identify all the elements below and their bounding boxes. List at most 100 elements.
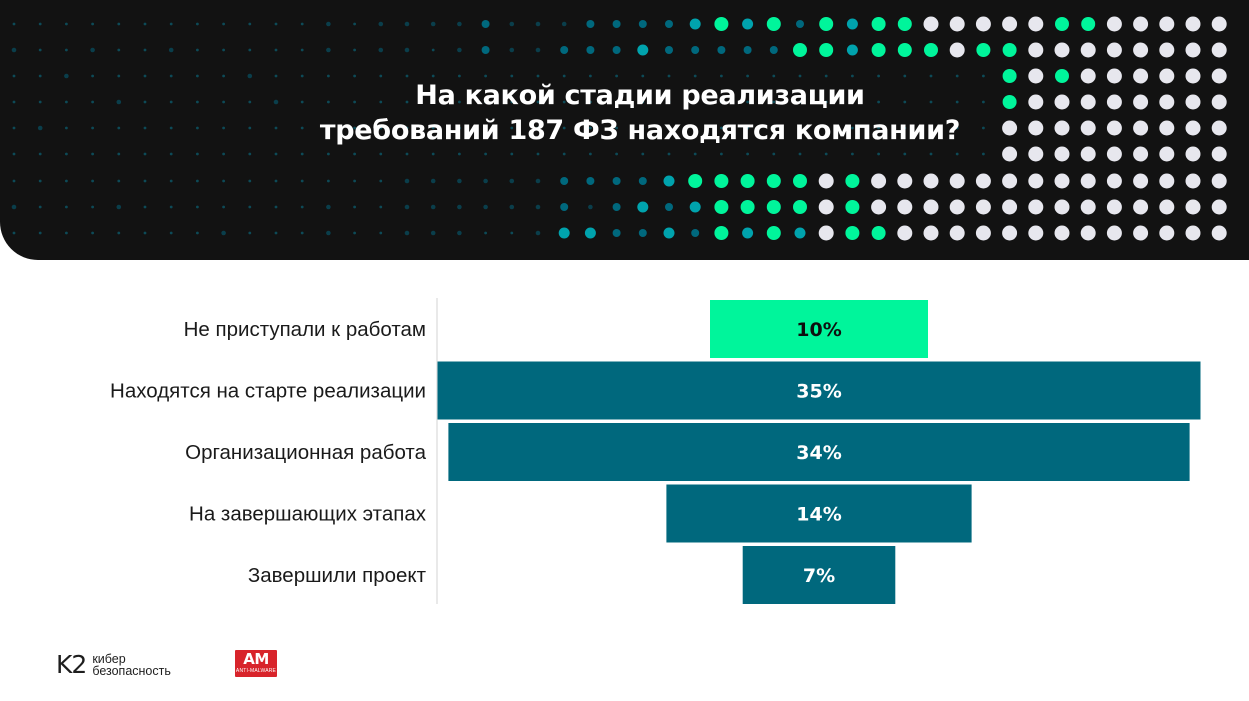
decor-dot: [1054, 225, 1070, 241]
decor-dot: [689, 201, 701, 213]
decor-dot: [300, 74, 304, 78]
decor-dot: [746, 152, 749, 156]
decor-dot: [404, 204, 410, 210]
decor-dot: [1133, 16, 1149, 32]
decor-dot: [903, 74, 907, 78]
decor-dot: [143, 74, 147, 78]
decor-dot: [818, 199, 834, 215]
decor-dot: [457, 21, 462, 27]
decor-dot: [1054, 173, 1070, 189]
decor-dot: [615, 100, 618, 104]
decor-dot: [612, 203, 621, 211]
decor-dot: [11, 47, 17, 53]
decor-dot: [484, 100, 487, 104]
decor-dot: [1002, 16, 1018, 32]
decor-dot: [65, 205, 68, 209]
decor-dot: [975, 173, 991, 189]
decor-dot: [824, 100, 828, 104]
decor-dot: [196, 100, 199, 104]
decor-dot: [64, 73, 69, 79]
decor-dot: [615, 74, 618, 78]
decor-dot: [743, 46, 752, 54]
decor-dot: [798, 152, 802, 156]
decor-dot: [586, 177, 595, 185]
funnel-bar: [742, 546, 896, 604]
decor-dot: [923, 16, 939, 32]
decor-dot: [589, 152, 592, 156]
decor-dot: [923, 225, 939, 241]
decor-dot: [222, 100, 226, 104]
decor-dot: [143, 205, 147, 209]
decor-dot: [949, 16, 965, 32]
decor-dot: [300, 100, 304, 104]
decor-dot: [1106, 42, 1122, 58]
decor-dot: [169, 205, 173, 209]
decor-dot: [353, 74, 356, 78]
decor-dot: [903, 126, 907, 130]
decor-dot: [766, 200, 781, 214]
decor-dot: [1028, 146, 1044, 162]
k2-wordmark-line-1: кибер: [92, 652, 126, 666]
decor-dot: [1185, 42, 1201, 58]
decor-dot: [222, 152, 226, 156]
decor-dot: [641, 74, 645, 78]
title-line-1: На какой стадии реализации: [415, 80, 865, 111]
decor-dot: [221, 230, 226, 236]
decor-dot: [168, 47, 174, 53]
decor-dot: [586, 46, 595, 54]
decor-dot: [1211, 173, 1227, 189]
decor-dot: [481, 20, 490, 28]
category-label: Находятся на старте реализации: [110, 380, 426, 403]
decor-dot: [638, 177, 647, 185]
decor-dot: [248, 100, 252, 104]
decor-dot: [976, 43, 991, 57]
decor-dot: [196, 48, 199, 52]
decor-dot: [536, 126, 540, 130]
decor-dot: [430, 178, 436, 184]
decor-dot: [196, 152, 199, 156]
decor-dot: [143, 126, 147, 130]
decor-dot: [1002, 43, 1017, 57]
decor-dot: [742, 18, 754, 30]
decor-dot: [846, 18, 858, 30]
decor-dot: [714, 174, 729, 188]
decor-dot: [196, 74, 199, 78]
decor-dot: [91, 152, 94, 156]
decor-dot: [1028, 94, 1044, 110]
decor-dot: [1185, 173, 1201, 189]
k2-wordmark-line-2: безопасность: [92, 664, 171, 678]
decor-dot: [1080, 120, 1096, 136]
decor-dot: [746, 74, 749, 78]
decor-dot: [766, 226, 781, 240]
decor-dot: [1080, 199, 1096, 215]
decor-dot: [766, 174, 781, 188]
decor-dot: [326, 21, 331, 27]
decor-dot: [689, 18, 701, 30]
decor-dot: [1054, 146, 1070, 162]
decor-dot: [1028, 68, 1044, 84]
decor-dot: [404, 47, 410, 53]
decor-dot: [897, 225, 913, 241]
decor-dot: [1133, 42, 1149, 58]
decor-dot: [510, 152, 514, 156]
decor-dot: [955, 126, 959, 130]
decor-dot: [897, 199, 913, 215]
decor-dot: [772, 100, 776, 104]
decor-dot: [819, 17, 834, 31]
decor-dot: [327, 152, 330, 156]
decor-dot: [1106, 16, 1122, 32]
decor-dot: [584, 227, 596, 239]
decor-dot: [562, 74, 566, 78]
decor-dot: [641, 100, 645, 104]
decor-dot: [353, 205, 356, 209]
decor-dot: [818, 173, 834, 189]
decor-dot: [65, 22, 68, 26]
decor-dot: [1028, 16, 1044, 32]
decor-dot: [117, 126, 121, 130]
decor-dot: [1106, 225, 1122, 241]
decor-dot: [612, 20, 621, 28]
decor-dot: [535, 21, 541, 27]
k2-mark: K2: [56, 650, 87, 679]
decor-dot: [509, 47, 515, 53]
decor-dot: [1055, 17, 1069, 31]
